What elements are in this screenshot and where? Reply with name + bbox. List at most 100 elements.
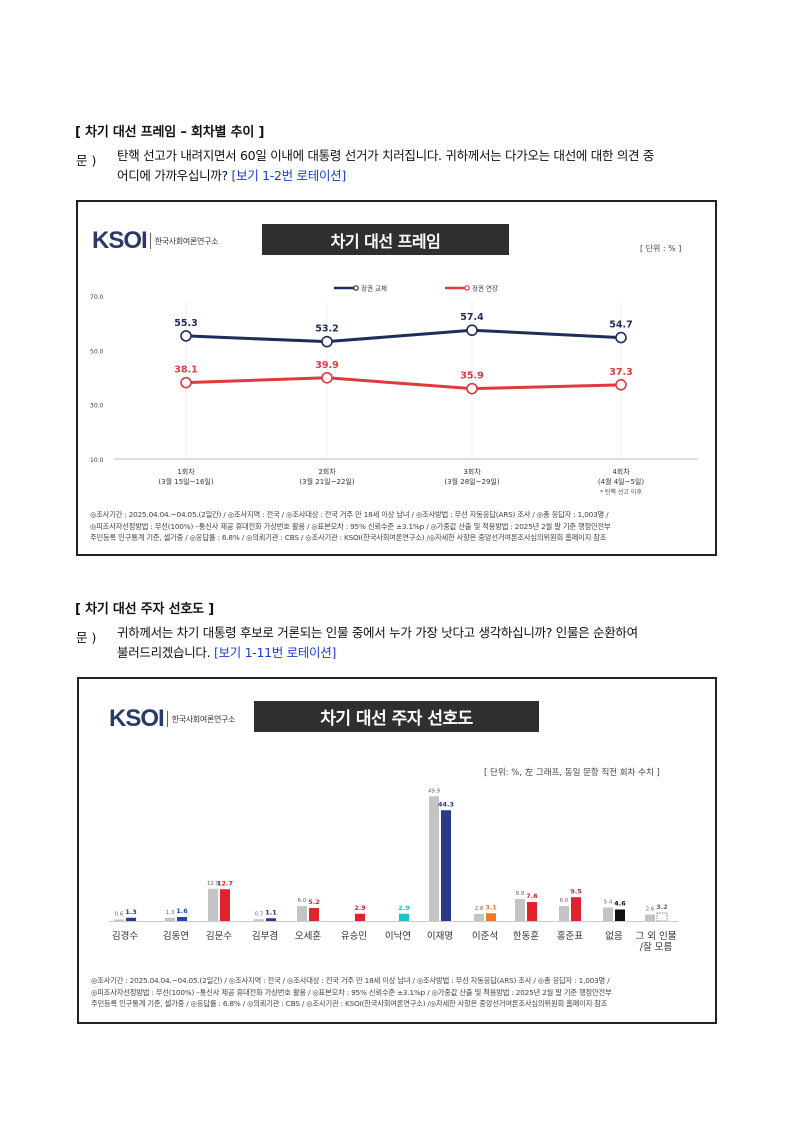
data-point: [180, 376, 192, 389]
current-bar: [309, 908, 319, 921]
current-value-label: 2.9: [354, 904, 366, 912]
ksoi-logo-mark: KSOI: [109, 705, 165, 732]
x-tick-label: 유승민: [341, 931, 367, 942]
previous-value-label: 12.9: [207, 881, 220, 887]
x-tick-label: /잘 모름: [640, 941, 673, 953]
y-axis: 70.0 50.0 30.0 10.0: [90, 294, 698, 464]
previous-value-label: 0.7: [255, 911, 264, 917]
unit-label: [ 단위: %, 左 그래프, 동일 문항 직전 회차 수치 ]: [484, 768, 660, 778]
legend-label: 정권 교체: [361, 284, 387, 293]
data-point: [321, 371, 333, 384]
current-value-label: 1.1: [265, 908, 277, 916]
legend-label: 정권 연장: [472, 284, 498, 293]
previous-bar: [165, 917, 175, 921]
survey-footer: ◎조사기간 : 2025.04.04.~04.05.(2일간) / ◎조사지역 …: [91, 975, 612, 1010]
current-bar: [126, 917, 136, 921]
ksoi-logo-mark: KSOI: [92, 227, 148, 254]
x-axis: 1회차(3월 15일~16일) 2회차(3월 21일~22일) 3회차(3월 28일…: [158, 467, 644, 486]
previous-bar: [114, 919, 124, 921]
candidate-chart-card: KSOI 한국사회여론연구소 차기 대선 주자 선호도 [ 단위: %, 左 그…: [77, 677, 717, 1024]
survey-footer: ◎조사기간 : 2025.04.04.~04.05.(2일간) / ◎조사지역 …: [90, 509, 611, 544]
previous-value-label: 49.9: [428, 788, 441, 794]
data-label: 57.4: [460, 312, 484, 323]
data-label: 37.3: [609, 367, 632, 378]
x-axis: 김경수 김동연 김문수 김부겸 오세훈 유승민 이낙연 이재명 이준석 한동훈 홍준표 없음 그 외 인…: [109, 921, 679, 953]
x-tick-label: 그 외 인물: [636, 930, 677, 942]
section1-question-line1: 탄핵 선고가 내려지면서 60일 이내에 대통령 선거가 치러집니다. 귀하께서…: [117, 148, 655, 163]
previous-value-label: 6.0: [298, 898, 307, 904]
y-tick-label: 30.0: [90, 403, 104, 410]
y-tick-label: 50.0: [90, 348, 104, 355]
legend-marker: [464, 285, 470, 291]
current-value-label: 1.3: [125, 908, 137, 916]
x-tick-label: 김경수: [112, 930, 138, 942]
section2-rotation-note: [보기 1-11번 로테이션]: [213, 645, 337, 660]
previous-value-label: 2.8: [475, 906, 484, 912]
ksoi-logo-sub: 한국사회여론연구소: [171, 714, 236, 724]
previous-value-label: 0.6: [115, 912, 124, 918]
previous-value-label: 2.6: [646, 907, 655, 913]
data-label: 54.7: [609, 320, 632, 331]
section2-question-line2: 불러드리겠습니다. [보기 1-11번 로테이션]: [117, 643, 697, 663]
current-bar: [220, 889, 230, 921]
data-point: [466, 324, 478, 337]
previous-bar: [474, 914, 484, 921]
x-tick-label: 이낙연: [385, 931, 411, 942]
x-tick-label: 김문수: [206, 930, 232, 942]
footer-line-2: ◎피조사자선정방법 : 무선(100%) –통신사 제공 휴대전화 가상번호 활…: [91, 987, 612, 997]
x-tick-label: (3월 21일~22일): [299, 477, 354, 486]
previous-bar: [645, 914, 655, 921]
x-tick-label: 김동연: [163, 930, 189, 942]
x-tick-label: 이재명: [427, 931, 453, 942]
footer-line-2: ◎피조사자선정방법 : 무선(100%) –통신사 제공 휴대전화 가상번호 활…: [90, 521, 611, 531]
previous-bar: [429, 796, 439, 921]
x-tick-label: 3회차: [463, 467, 481, 476]
current-value-label: 9.5: [570, 887, 582, 895]
current-value-label: 44.3: [438, 800, 454, 808]
chart-legend: 정권 교체 정권 연장: [334, 284, 498, 293]
previous-bar: [297, 906, 307, 921]
current-bar: [177, 917, 187, 921]
x-tick-label: (4월 4일~5일): [598, 477, 645, 486]
x-tick-label: (3월 28일~29일): [444, 477, 499, 486]
x-tick-label: 한동훈: [513, 930, 539, 942]
current-value-label: 4.6: [614, 900, 626, 908]
current-bar: [527, 902, 537, 921]
data-label: 53.2: [315, 324, 338, 335]
x-tick-label: 4회차: [612, 467, 630, 476]
section2-title: [ 차기 대선 주자 선호도 ]: [75, 602, 214, 617]
section1-question-prefix: 문 ): [76, 153, 97, 168]
data-label: 35.9: [460, 371, 483, 382]
current-bar: [399, 913, 409, 921]
current-bar: [441, 810, 451, 921]
x-tick-label: 홍준표: [557, 930, 583, 942]
section1-question-line2: 어디에 가까우십니까? [보기 1-2번 로테이션]: [117, 166, 697, 186]
data-point: [180, 330, 192, 342]
footer-line-3: 주민등록 인구통계 기준, 셀가중 / ◎응답률 : 6.8% / ◎의뢰기관 …: [90, 533, 607, 542]
previous-value-label: 8.8: [516, 891, 525, 897]
footer-line-3: 주민등록 인구통계 기준, 셀가중 / ◎응답률 : 6.8% / ◎의뢰기관 …: [91, 999, 608, 1008]
unit-label: [ 단위 : % ]: [640, 244, 682, 253]
ksoi-logo: KSOI 한국사회여론연구소: [109, 705, 236, 733]
current-bar: [571, 897, 581, 921]
section1-rotation-note: [보기 1-2번 로테이션]: [231, 168, 347, 183]
previous-bar: [603, 907, 613, 921]
section2-question-line2-text: 불러드리겠습니다.: [117, 645, 211, 660]
logo-divider: [149, 233, 151, 249]
current-value-label: 7.6: [526, 892, 538, 900]
x-tick-label: (3월 15일~16일): [158, 477, 213, 486]
frame-chart-card: KSOI 한국사회여론연구소 차기 대선 프레임 [ 단위 : % ] 정권 교…: [76, 200, 717, 556]
previous-bar: [208, 888, 218, 921]
current-bar: [266, 918, 276, 921]
previous-value-label: 1.3: [166, 910, 175, 916]
data-point: [321, 335, 333, 348]
section2-question-line1: 귀하께서는 차기 대통령 후보로 거론되는 인물 중에서 누가 가장 낫다고 생…: [117, 625, 638, 640]
current-bar: [656, 912, 668, 922]
current-bar: [486, 913, 496, 921]
ksoi-logo: KSOI 한국사회여론연구소: [92, 227, 219, 255]
data-point: [615, 379, 627, 391]
y-tick-label: 70.0: [90, 294, 104, 301]
previous-value-label: 6.0: [560, 898, 569, 904]
x-tick-label: 없음: [605, 930, 623, 942]
current-value-label: 12.7: [217, 879, 233, 887]
